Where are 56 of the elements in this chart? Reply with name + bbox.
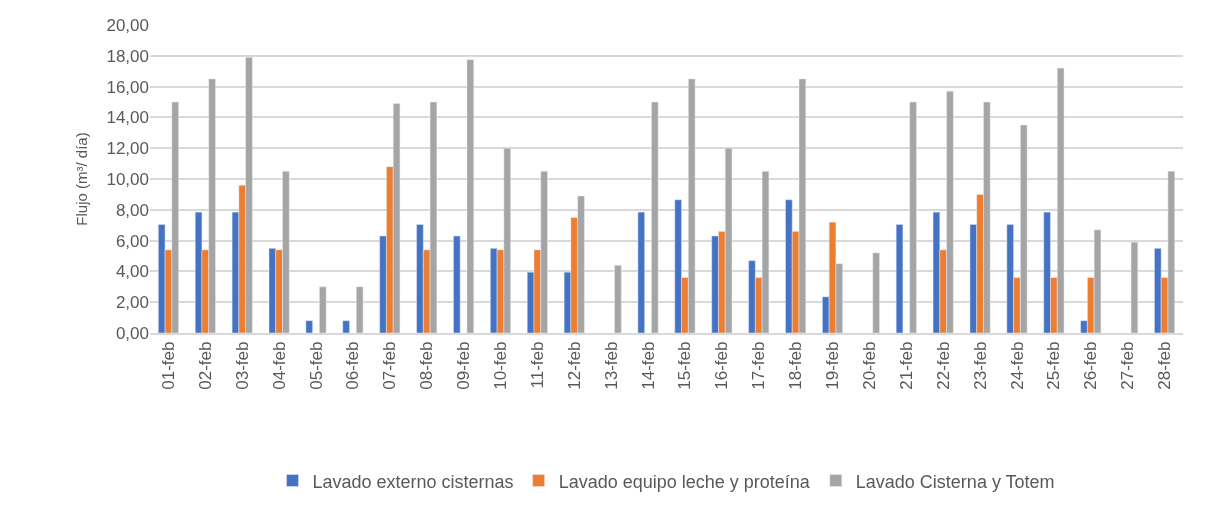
x-tick-label: 28-feb	[1155, 341, 1175, 390]
x-tick-label: 21-feb	[896, 341, 916, 390]
legend-label: Lavado Cisterna y Totem	[855, 471, 1055, 492]
x-tick-label: 25-feb	[1044, 341, 1064, 390]
bar	[651, 101, 659, 333]
x-tick-label: 14-feb	[638, 341, 658, 390]
x-tick-label: 07-feb	[380, 341, 400, 390]
bar	[909, 101, 917, 333]
y-tick-label: 18,00	[106, 46, 149, 66]
x-tick-label: 11-feb	[527, 341, 547, 389]
x-tick-label: 20-feb	[859, 341, 879, 390]
x-tick-label: 22-feb	[933, 341, 953, 390]
x-tick-label: 18-feb	[786, 341, 806, 390]
x-tick-label: 13-feb	[601, 341, 621, 390]
y-axis-title: Flujo (m³/ día)	[72, 132, 90, 226]
x-tick-label: 16-feb	[712, 341, 732, 390]
bar	[895, 224, 904, 333]
bar	[356, 286, 364, 333]
x-tick-label: 08-feb	[417, 341, 437, 390]
bar	[319, 286, 327, 333]
x-tick-label: 09-feb	[454, 341, 474, 390]
x-tick-label: 27-feb	[1118, 341, 1138, 390]
x-tick-label: 12-feb	[564, 341, 584, 390]
bar	[305, 320, 313, 333]
legend-label: Lavado externo cisternas	[312, 471, 514, 492]
bar	[1130, 241, 1139, 333]
y-tick-label: 4,00	[115, 262, 149, 282]
bar	[872, 252, 880, 333]
x-tick-label: 02-feb	[195, 341, 215, 390]
x-tick-label: 23-feb	[970, 341, 990, 390]
x-tick-label: 15-feb	[675, 341, 695, 390]
y-tick-label: 16,00	[106, 77, 149, 97]
x-tick-label: 03-feb	[232, 341, 252, 390]
x-tick-label: 05-feb	[306, 341, 326, 390]
bar	[453, 235, 461, 333]
legend-label: Lavado equipo leche y proteína	[558, 471, 811, 492]
y-tick-label: 0,00	[115, 323, 149, 343]
x-tick-label: 01-feb	[158, 341, 178, 390]
y-tick-label: 6,00	[115, 231, 149, 251]
bar	[637, 211, 645, 333]
y-tick-label: 2,00	[115, 293, 149, 313]
y-tick-label: 8,00	[115, 200, 149, 220]
y-tick-label: 10,00	[106, 169, 149, 189]
y-tick-label: 20,00	[106, 15, 149, 35]
x-tick-label: 19-feb	[823, 341, 843, 390]
bar	[614, 264, 622, 333]
y-tick-label: 12,00	[106, 139, 149, 159]
y-tick-label: 14,00	[106, 108, 149, 128]
x-tick-label: 17-feb	[749, 341, 769, 390]
x-tick-label: 04-feb	[269, 341, 289, 390]
x-tick-label: 26-feb	[1081, 341, 1101, 390]
bar	[466, 59, 474, 333]
bar	[342, 320, 350, 333]
x-tick-label: 06-feb	[343, 341, 363, 390]
x-tick-label: 24-feb	[1007, 341, 1027, 390]
x-tick-label: 10-feb	[491, 341, 511, 390]
